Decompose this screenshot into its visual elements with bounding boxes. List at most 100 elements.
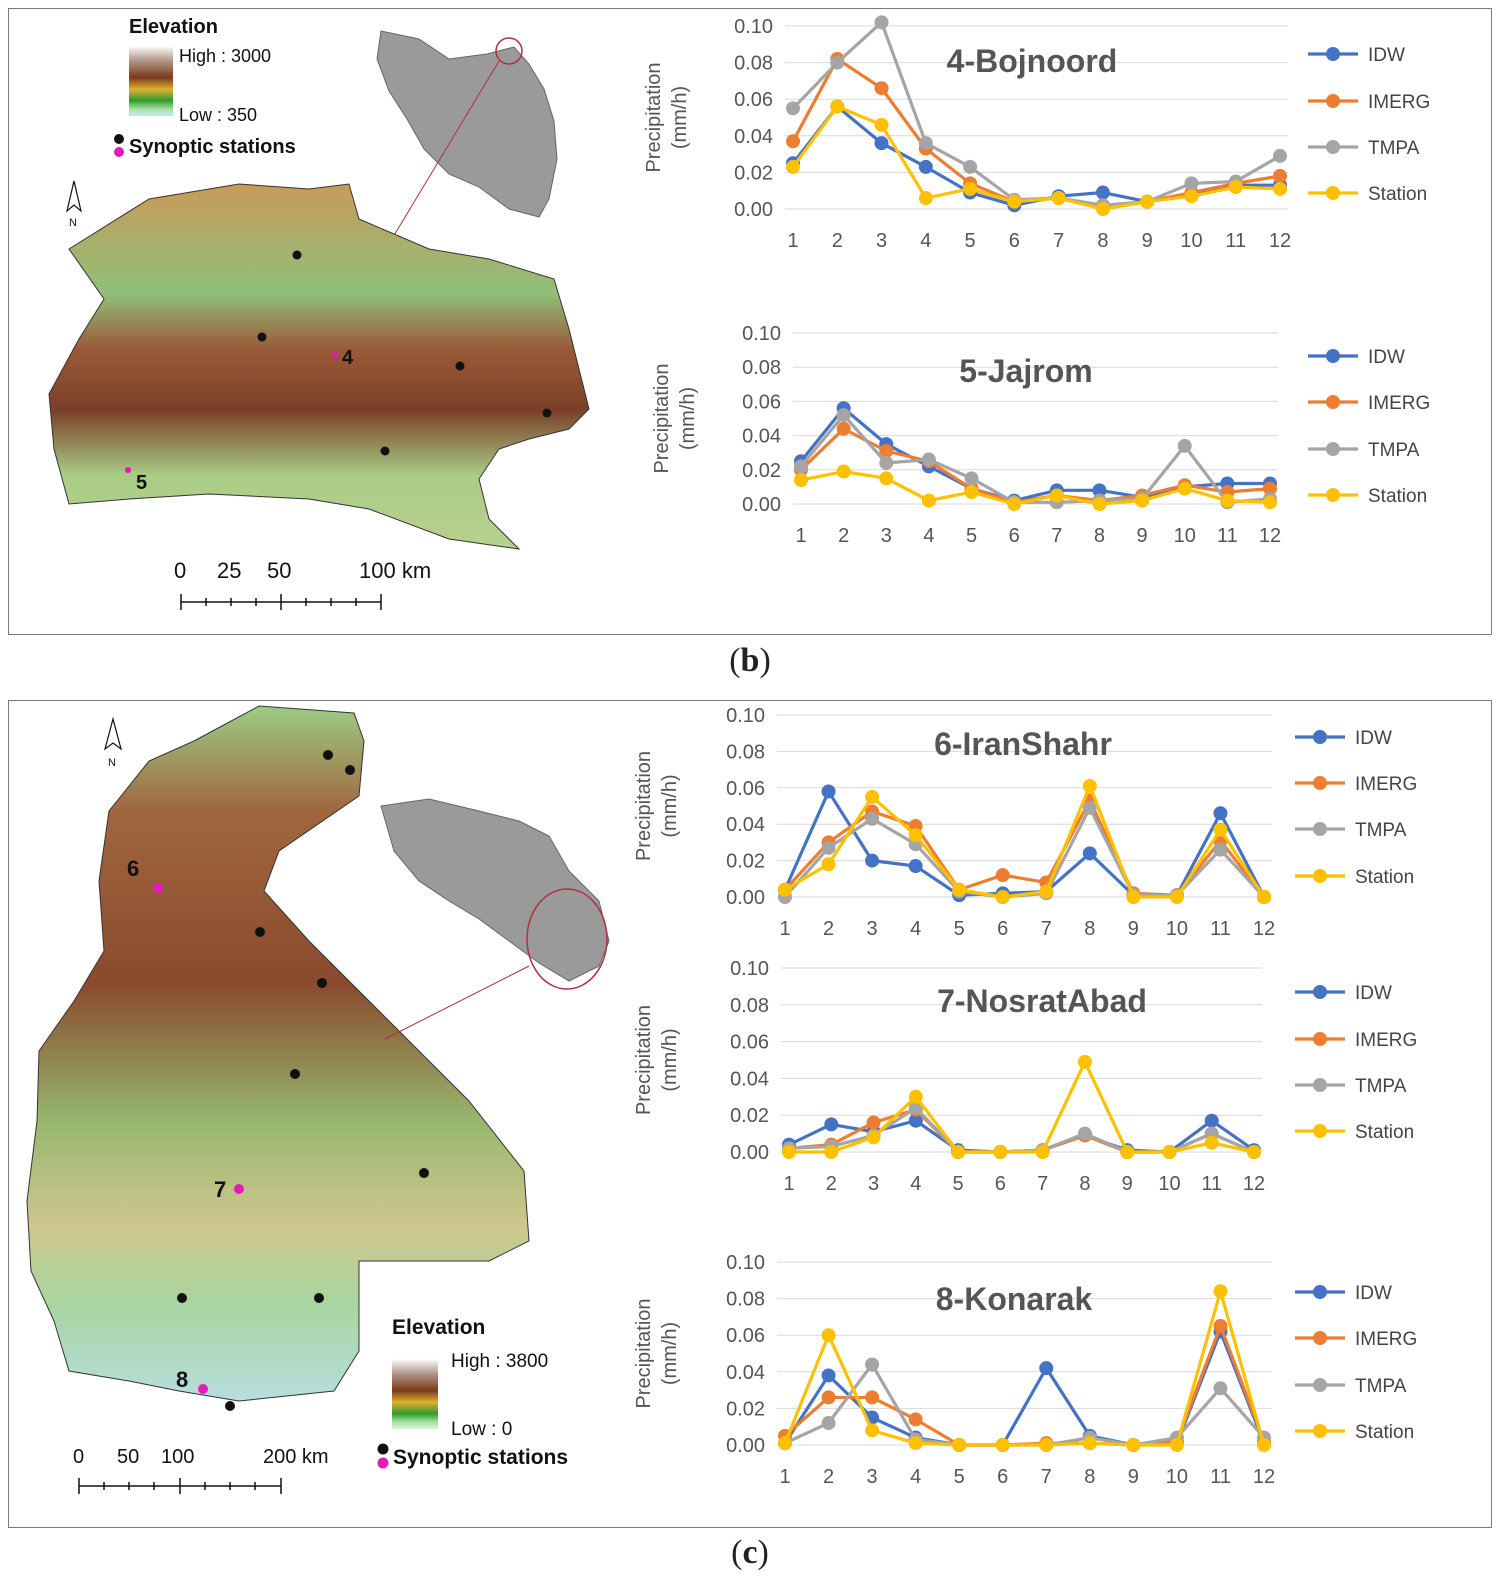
x-tick-label: 10 bbox=[1158, 1173, 1180, 1195]
scale-label: 0 bbox=[174, 558, 186, 583]
data-point-tmpa bbox=[786, 101, 800, 116]
station-dot bbox=[455, 361, 465, 371]
data-point-imerg bbox=[866, 1115, 881, 1130]
station-8-dot bbox=[198, 1384, 208, 1394]
data-point-station bbox=[1162, 1145, 1177, 1159]
x-tick-label: 2 bbox=[826, 1173, 837, 1195]
x-tick-label: 2 bbox=[838, 525, 849, 547]
legend-label: IMERG bbox=[1368, 393, 1430, 414]
data-point-imerg bbox=[821, 1390, 836, 1405]
station-4-dot bbox=[332, 352, 338, 358]
y-axis-label: Precipitation bbox=[643, 62, 665, 172]
y-tick-label: 0.10 bbox=[726, 1252, 765, 1274]
data-point-idw bbox=[865, 853, 880, 868]
legend-label: IDW bbox=[1355, 1283, 1392, 1304]
scale-label: 50 bbox=[117, 1446, 139, 1468]
data-point-station bbox=[1257, 1438, 1271, 1452]
legend-label: IDW bbox=[1368, 45, 1405, 66]
x-tick-label: 4 bbox=[920, 230, 931, 252]
legend-label: TMPA bbox=[1355, 820, 1407, 841]
data-point-station bbox=[918, 191, 933, 206]
legend-label: IMERG bbox=[1355, 774, 1417, 795]
data-point-station bbox=[908, 1089, 923, 1104]
data-point-idw bbox=[824, 1117, 839, 1132]
station-dot bbox=[314, 1293, 324, 1303]
data-point-tmpa bbox=[865, 1357, 880, 1372]
data-point-idw bbox=[821, 784, 836, 799]
y-tick-label: 0.00 bbox=[742, 494, 781, 516]
legend-label: Station bbox=[1355, 1122, 1414, 1143]
x-tick-label: 11 bbox=[1217, 525, 1238, 547]
y-tick-label: 0.06 bbox=[742, 391, 781, 413]
y-axis-label: Precipitation bbox=[633, 751, 655, 861]
x-tick-label: 1 bbox=[783, 1173, 794, 1195]
data-point-tmpa bbox=[865, 811, 880, 826]
legend-label: Station bbox=[1355, 1422, 1414, 1443]
x-tick-label: 6 bbox=[1009, 525, 1020, 547]
data-point-station bbox=[1126, 1438, 1141, 1452]
x-tick-label: 11 bbox=[1201, 1173, 1222, 1195]
data-point-station bbox=[1039, 884, 1054, 899]
station-8-label: 8 bbox=[176, 1367, 188, 1392]
station-dot bbox=[257, 332, 267, 342]
data-point-station bbox=[1126, 890, 1141, 904]
station-4-label: 4 bbox=[342, 347, 354, 369]
station-dot bbox=[323, 750, 333, 760]
x-tick-label: 10 bbox=[1166, 1466, 1188, 1488]
data-point-idw bbox=[1082, 846, 1097, 861]
x-tick-label: 9 bbox=[1137, 525, 1148, 547]
x-tick-label: 1 bbox=[787, 230, 798, 252]
legend-label: IMERG bbox=[1368, 92, 1430, 113]
x-tick-label: 4 bbox=[910, 1466, 921, 1488]
y-tick-label: 0.10 bbox=[734, 16, 773, 38]
data-point-tmpa bbox=[1213, 1381, 1228, 1396]
y-tick-label: 0.06 bbox=[734, 89, 773, 111]
x-tick-label: 7 bbox=[1051, 525, 1062, 547]
station-5-dot bbox=[125, 467, 131, 473]
legend-label: IDW bbox=[1368, 347, 1405, 368]
legend-swatch-marker bbox=[1326, 47, 1340, 61]
province-map-b bbox=[48, 183, 590, 550]
station-dot bbox=[225, 1401, 235, 1411]
y-tick-label: 0.00 bbox=[726, 887, 765, 909]
series-line-station bbox=[784, 784, 1266, 899]
y-tick-label: 0.02 bbox=[726, 851, 765, 873]
data-point-station bbox=[1049, 488, 1064, 503]
data-point-station bbox=[1035, 1145, 1050, 1159]
data-point-station bbox=[879, 471, 894, 486]
data-point-imerg bbox=[786, 134, 800, 149]
data-point-tmpa bbox=[1177, 438, 1192, 453]
data-point-tmpa bbox=[921, 452, 936, 467]
y-axis-label-unit: (mm/h) bbox=[669, 86, 691, 149]
panel-label-c: (c) bbox=[731, 1534, 769, 1571]
data-point-idw bbox=[821, 1368, 836, 1383]
legend-label: IMERG bbox=[1355, 1329, 1417, 1350]
series-line-station bbox=[791, 104, 1281, 211]
data-point-station bbox=[1213, 1284, 1228, 1299]
legend-label: IMERG bbox=[1355, 1030, 1417, 1051]
legend-label: IDW bbox=[1355, 983, 1392, 1004]
elevation-high: High : 3000 bbox=[179, 46, 271, 66]
y-tick-label: 0.02 bbox=[730, 1105, 769, 1127]
station-dot bbox=[290, 1069, 300, 1079]
x-tick-label: 12 bbox=[1243, 1173, 1265, 1195]
data-point-idw bbox=[1039, 1361, 1054, 1376]
series-line-station bbox=[789, 1060, 1255, 1154]
data-point-tmpa bbox=[836, 408, 851, 423]
legend-label: TMPA bbox=[1355, 1076, 1407, 1097]
data-point-station bbox=[1247, 1145, 1261, 1159]
y-tick-label: 0.00 bbox=[730, 1142, 769, 1164]
data-point-tmpa bbox=[918, 136, 933, 151]
scale-label: 25 bbox=[217, 558, 241, 583]
legend-swatch-marker bbox=[1326, 140, 1340, 154]
data-point-station bbox=[1007, 497, 1022, 511]
y-tick-label: 0.02 bbox=[726, 1398, 765, 1420]
data-point-idw bbox=[1092, 483, 1107, 498]
chart-title: 6-IranShahr bbox=[934, 726, 1112, 762]
data-point-station bbox=[865, 1423, 880, 1438]
legend-black-dot bbox=[114, 134, 124, 144]
panel-b: Elevation High : 3000 Low : 350 Synoptic… bbox=[8, 8, 1492, 635]
scale-label: 100 bbox=[161, 1446, 194, 1468]
legend-swatch-marker bbox=[1313, 869, 1327, 883]
x-tick-label: 11 bbox=[1210, 918, 1231, 940]
